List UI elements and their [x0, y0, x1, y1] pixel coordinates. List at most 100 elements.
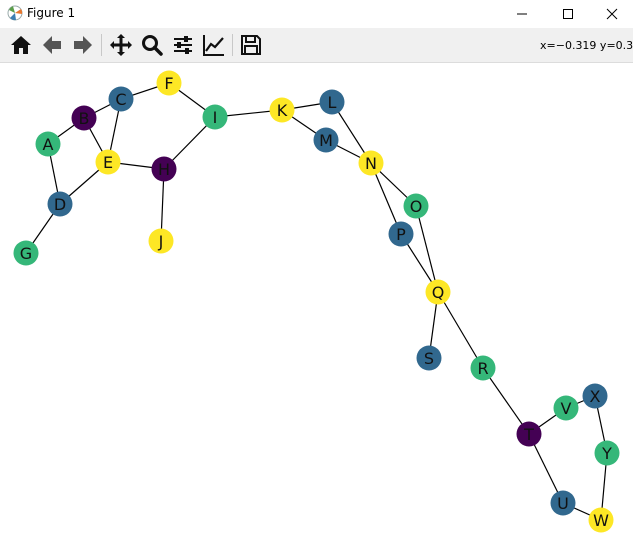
- maximize-icon: [563, 9, 573, 19]
- node-circle-Y: [594, 440, 620, 466]
- node-circle-O: [403, 193, 429, 219]
- node-W: W: [588, 507, 614, 533]
- node-E: E: [95, 149, 121, 175]
- home-button[interactable]: [7, 31, 35, 59]
- node-label-L: L: [328, 93, 337, 112]
- node-Y: Y: [594, 440, 620, 466]
- node-circle-G: [13, 240, 39, 266]
- node-circle-D: [47, 191, 73, 217]
- sliders-icon: [174, 36, 192, 54]
- toolbar-separator: [101, 34, 102, 56]
- node-label-I: I: [213, 108, 218, 127]
- configure-subplots-button[interactable]: [169, 31, 197, 59]
- node-circle-M: [313, 127, 339, 153]
- node-X: X: [582, 383, 608, 409]
- node-label-C: C: [115, 90, 126, 109]
- minimize-button[interactable]: [499, 0, 545, 28]
- close-icon: [606, 8, 618, 20]
- forward-arrow-icon: [74, 36, 92, 54]
- node-O: O: [403, 193, 429, 219]
- zoom-button[interactable]: [138, 31, 166, 59]
- node-label-J: J: [158, 232, 164, 251]
- node-circle-Q: [425, 279, 451, 305]
- home-icon: [11, 36, 31, 54]
- edge-T-U: [528, 433, 564, 504]
- node-N: N: [358, 150, 384, 176]
- pan-arrows-icon: [110, 34, 132, 56]
- navigation-toolbar: [0, 28, 633, 63]
- nodes-layer: A B C D E F G H I J K LM N OP Q R S T U V W X Y: [13, 70, 620, 533]
- minimize-icon: [517, 13, 527, 15]
- node-R: R: [470, 355, 496, 381]
- node-G: G: [13, 240, 39, 266]
- node-circle-N: [358, 150, 384, 176]
- node-label-N: N: [365, 154, 377, 173]
- node-F: F: [156, 70, 182, 96]
- node-label-M: M: [319, 131, 333, 150]
- node-circle-J: [148, 228, 174, 254]
- edge-N-P: [370, 162, 402, 235]
- node-T: T: [516, 421, 542, 447]
- edge-O-Q: [415, 205, 439, 293]
- maximize-button[interactable]: [545, 0, 591, 28]
- node-label-A: A: [43, 135, 54, 154]
- edges-layer: [25, 82, 608, 521]
- node-label-P: P: [396, 225, 406, 244]
- node-label-U: U: [557, 494, 569, 513]
- node-circle-H: [151, 156, 177, 182]
- node-circle-V: [553, 395, 579, 421]
- node-U: U: [550, 490, 576, 516]
- node-circle-I: [202, 104, 228, 130]
- node-circle-W: [588, 507, 614, 533]
- edit-axis-button[interactable]: [200, 31, 228, 59]
- node-label-G: G: [20, 244, 32, 263]
- forward-button[interactable]: [69, 31, 97, 59]
- node-circle-B: [71, 105, 97, 131]
- floppy-disk-icon: [241, 35, 261, 55]
- node-H: H: [151, 156, 177, 182]
- node-label-O: O: [410, 197, 423, 216]
- node-label-X: X: [590, 387, 601, 406]
- node-circle-U: [550, 490, 576, 516]
- node-label-H: H: [158, 160, 170, 179]
- edge-Q-R: [437, 291, 484, 369]
- edge-R-T: [482, 367, 530, 435]
- back-button[interactable]: [38, 31, 66, 59]
- node-label-B: B: [79, 109, 90, 128]
- node-circle-P: [388, 221, 414, 247]
- node-Q: Q: [425, 279, 451, 305]
- node-circle-F: [156, 70, 182, 96]
- node-circle-L: [319, 89, 345, 115]
- zoom-magnifier-icon: [142, 35, 163, 56]
- save-button[interactable]: [237, 31, 265, 59]
- node-C: C: [108, 86, 134, 112]
- title-bar: Figure 1: [0, 0, 633, 28]
- node-circle-R: [470, 355, 496, 381]
- node-label-S: S: [424, 349, 434, 368]
- node-label-F: F: [164, 74, 173, 93]
- node-B: B: [71, 105, 97, 131]
- node-circle-C: [108, 86, 134, 112]
- node-label-D: D: [54, 195, 66, 214]
- node-A: A: [35, 131, 61, 157]
- node-label-V: V: [561, 399, 572, 418]
- node-label-W: W: [593, 511, 609, 530]
- close-button[interactable]: [591, 0, 633, 28]
- node-circle-T: [516, 421, 542, 447]
- node-M: M: [313, 127, 339, 153]
- node-label-Q: Q: [432, 283, 445, 302]
- node-K: K: [269, 97, 295, 123]
- line-chart-icon: [203, 35, 224, 56]
- node-circle-K: [269, 97, 295, 123]
- node-circle-A: [35, 131, 61, 157]
- node-label-K: K: [277, 101, 288, 120]
- node-S: S: [416, 345, 442, 371]
- node-L: L: [319, 89, 345, 115]
- node-D: D: [47, 191, 73, 217]
- back-arrow-icon: [43, 36, 61, 54]
- window-title: Figure 1: [27, 6, 76, 20]
- pan-button[interactable]: [107, 31, 135, 59]
- toolbar-separator: [232, 34, 233, 56]
- graph-canvas[interactable]: A B C D E F G H I J K LM N OP Q R S T U V W X Y: [0, 63, 633, 543]
- node-label-T: T: [523, 425, 534, 444]
